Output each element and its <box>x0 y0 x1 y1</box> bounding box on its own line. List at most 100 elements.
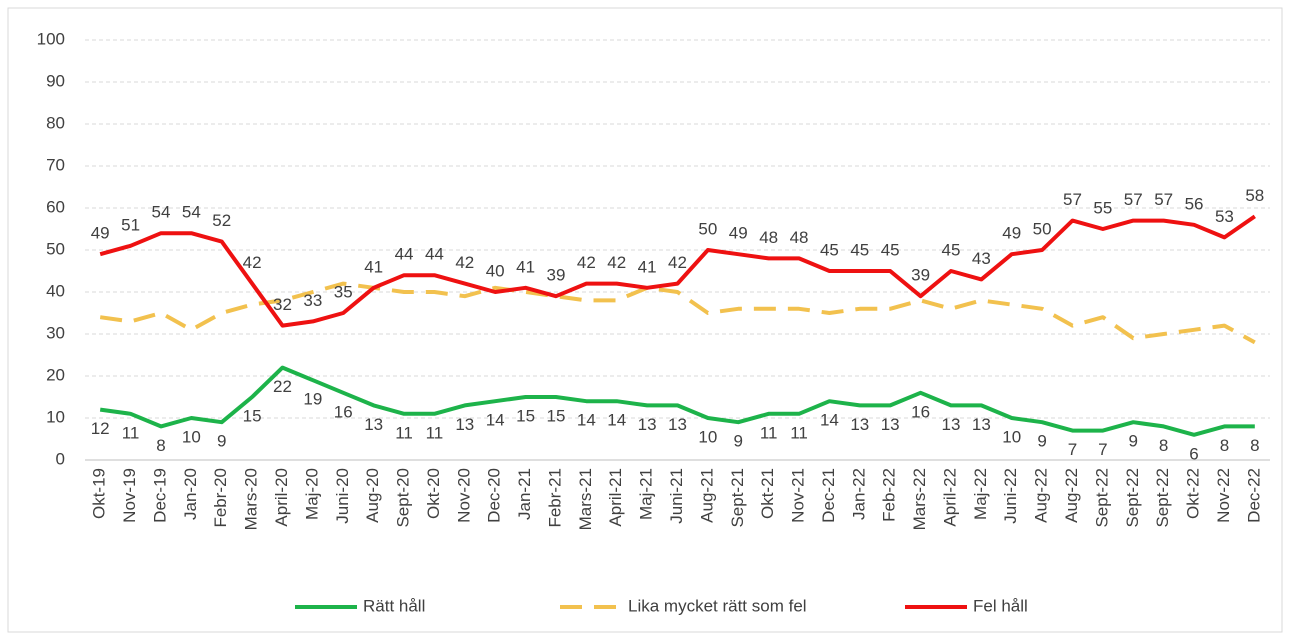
y-tick-label: 80 <box>46 113 65 132</box>
data-label: 11 <box>760 423 778 442</box>
legend-label: Rätt håll <box>363 596 425 615</box>
series-line <box>99 365 1255 437</box>
data-label: 48 <box>790 228 809 247</box>
data-label: 13 <box>668 415 687 434</box>
x-tick-label: Sept-21 <box>728 468 747 528</box>
data-label: 52 <box>212 211 231 230</box>
data-label: 32 <box>273 295 292 314</box>
data-label: 8 <box>1159 436 1168 455</box>
data-label: 48 <box>759 228 778 247</box>
y-tick-label: 60 <box>46 197 65 216</box>
data-label: 11 <box>395 423 413 442</box>
x-tick-label: Aug-20 <box>363 468 382 523</box>
x-tick-label: Jan-22 <box>849 468 868 520</box>
data-label: 41 <box>364 257 383 276</box>
data-label: 10 <box>698 427 717 446</box>
data-label: 39 <box>911 266 930 285</box>
data-label: 10 <box>1002 427 1021 446</box>
data-label: 15 <box>516 406 535 425</box>
x-tick-label: Dec-19 <box>150 468 169 523</box>
x-tick-label: Nov-20 <box>454 468 473 523</box>
data-label: 42 <box>577 253 596 272</box>
x-tick-label: Juni-22 <box>1001 468 1020 524</box>
data-label: 50 <box>1033 219 1052 238</box>
data-label: 54 <box>152 203 171 222</box>
data-label: 54 <box>182 203 201 222</box>
data-label: 11 <box>122 423 140 442</box>
data-label: 14 <box>820 411 839 430</box>
data-label: 14 <box>486 411 505 430</box>
data-label: 9 <box>1037 432 1046 451</box>
data-label: 8 <box>1250 436 1259 455</box>
data-label: 45 <box>850 240 869 259</box>
data-label: 57 <box>1154 190 1173 209</box>
data-label: 9 <box>1129 432 1138 451</box>
data-label: 10 <box>182 427 201 446</box>
y-tick-label: 20 <box>46 365 65 384</box>
x-tick-label: Aug-22 <box>1062 468 1081 523</box>
data-label: 39 <box>547 266 566 285</box>
data-label: 13 <box>972 415 991 434</box>
data-label: 42 <box>243 253 262 272</box>
y-tick-label: 0 <box>56 449 65 468</box>
x-tick-label: Sept-20 <box>394 468 413 528</box>
data-label: 6 <box>1189 444 1198 463</box>
data-label: 41 <box>516 257 535 276</box>
x-tick-label: April-22 <box>940 468 959 527</box>
y-tick-label: 40 <box>46 281 65 300</box>
data-label: 13 <box>881 415 900 434</box>
data-label: 9 <box>217 432 226 451</box>
x-tick-label: Nov-19 <box>120 468 139 523</box>
data-label: 7 <box>1098 440 1107 459</box>
data-label: 15 <box>547 406 566 425</box>
y-tick-label: 100 <box>37 29 65 48</box>
data-label: 35 <box>334 282 353 301</box>
x-tick-label: Maj-22 <box>971 468 990 520</box>
data-label: 11 <box>790 423 808 442</box>
x-tick-label: Jan-20 <box>181 468 200 520</box>
data-label: 8 <box>1220 436 1229 455</box>
data-label: 57 <box>1063 190 1082 209</box>
data-label: 51 <box>121 215 140 234</box>
x-tick-label: Febr-21 <box>545 468 564 528</box>
x-tick-label: Feb-22 <box>880 468 899 522</box>
data-label: 49 <box>729 224 748 243</box>
data-label: 12 <box>91 419 110 438</box>
x-tick-label: Okt-22 <box>1184 468 1203 519</box>
y-tick-label: 70 <box>46 155 65 174</box>
series-line <box>99 281 1256 345</box>
data-label: 49 <box>1002 224 1021 243</box>
y-tick-label: 90 <box>46 71 65 90</box>
x-tick-label: Aug-22 <box>1032 468 1051 523</box>
x-tick-label: April-20 <box>272 468 291 527</box>
data-label: 44 <box>425 245 444 264</box>
data-label: 43 <box>972 249 991 268</box>
x-tick-label: Mars-22 <box>910 468 929 530</box>
data-label: 33 <box>303 291 322 310</box>
chart-border <box>7 7 1283 633</box>
data-label: 58 <box>1245 186 1264 205</box>
legend-label: Fel håll <box>973 596 1028 615</box>
x-tick-label: Okt-21 <box>758 468 777 519</box>
data-label: 11 <box>426 423 444 442</box>
data-label: 16 <box>334 402 353 421</box>
data-label: 9 <box>734 432 743 451</box>
data-label: 13 <box>942 415 961 434</box>
data-label: 42 <box>668 253 687 272</box>
data-label: 8 <box>156 436 165 455</box>
data-label: 44 <box>395 245 414 264</box>
x-tick-label: Mars-21 <box>576 468 595 530</box>
data-label: 7 <box>1068 440 1077 459</box>
x-tick-label: Sept-22 <box>1123 468 1142 528</box>
data-label: 13 <box>364 415 383 434</box>
data-label: 14 <box>577 411 596 430</box>
data-label: 45 <box>942 240 961 259</box>
data-label: 13 <box>455 415 474 434</box>
series-line <box>99 214 1256 328</box>
data-label: 13 <box>850 415 869 434</box>
x-tick-label: Okt-20 <box>424 468 443 519</box>
x-tick-label: Nov-21 <box>789 468 808 523</box>
data-label: 45 <box>881 240 900 259</box>
x-tick-label: Nov-22 <box>1214 468 1233 523</box>
